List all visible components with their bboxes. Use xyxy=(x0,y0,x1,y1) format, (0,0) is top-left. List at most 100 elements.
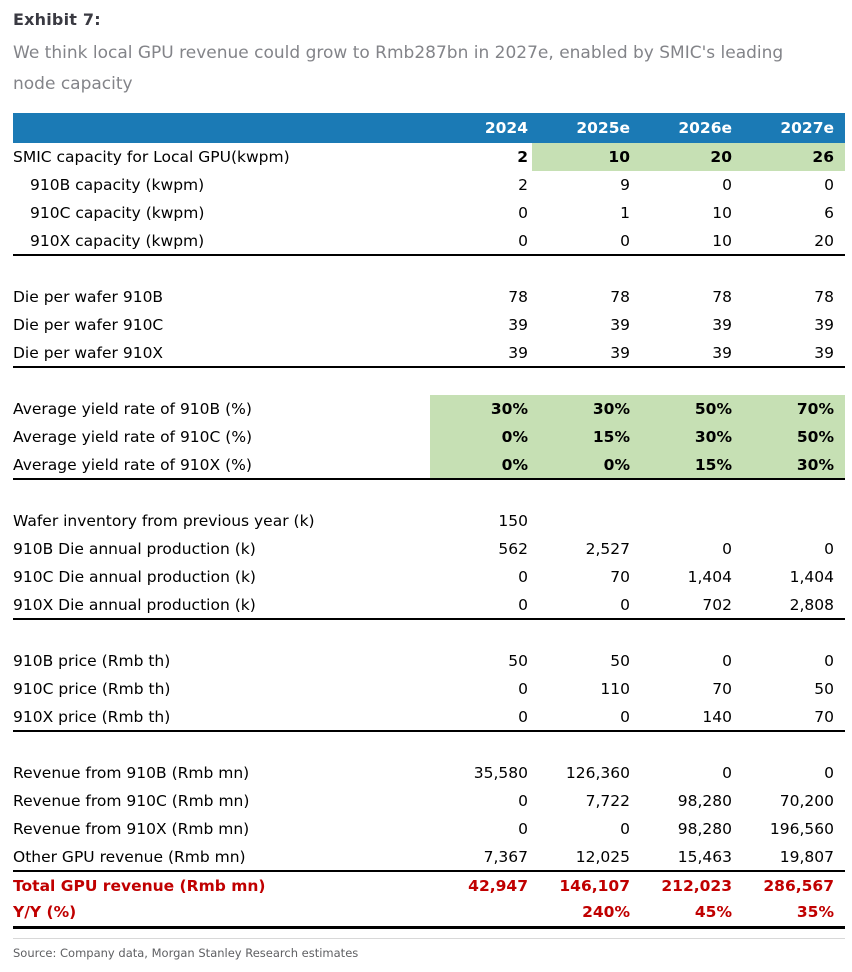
cell-2026e: 212,023 xyxy=(661,876,732,895)
cell-2024: 0 xyxy=(518,820,528,838)
row-label: 910C capacity (kwpm) xyxy=(30,204,205,222)
cell-2025e: 7,722 xyxy=(585,792,630,810)
cell-2026e: 39 xyxy=(712,316,732,334)
cell-2026e xyxy=(634,507,736,535)
cell-2026e: 39 xyxy=(634,339,736,368)
header-col-2025e: 2025e xyxy=(532,113,634,143)
cell-2026e: 20 xyxy=(634,143,736,171)
spacer-row xyxy=(13,479,845,507)
row-label: Revenue from 910B (Rmb mn) xyxy=(13,764,250,782)
spacer-cell xyxy=(13,367,845,395)
cell-2024: 7,367 xyxy=(430,843,532,872)
cell-2025e: 39 xyxy=(610,316,630,334)
row-label: 910X price (Rmb th) xyxy=(13,703,430,732)
cell-2025e: 39 xyxy=(532,339,634,368)
cell-2027e: 0 xyxy=(824,764,834,782)
cell-2024: 39 xyxy=(508,316,528,334)
table-header-row: 2024 2025e 2026e 2027e xyxy=(13,113,845,143)
cell-2027e: 30% xyxy=(736,451,845,480)
table-row: Die per wafer 910C 39 39 39 39 xyxy=(13,311,845,339)
cell-2026e: 30% xyxy=(634,423,736,451)
row-label: Total GPU revenue (Rmb mn) xyxy=(13,876,266,895)
cell-2026e: 45% xyxy=(634,899,736,929)
row-label: Die per wafer 910B xyxy=(13,288,164,306)
cell-2024: 0 xyxy=(430,227,532,256)
header-col-2026e: 2026e xyxy=(634,113,736,143)
cell-2027e: 0 xyxy=(824,540,834,558)
cell-2025e: 110 xyxy=(600,680,630,698)
cell-2026e: 702 xyxy=(634,591,736,620)
table-row: 910B price (Rmb th) 50 50 0 0 xyxy=(13,647,845,675)
cell-2026e: 0 xyxy=(722,176,732,194)
row-label: Other GPU revenue (Rmb mn) xyxy=(13,843,430,872)
cell-2025e: 15% xyxy=(532,423,634,451)
table-row: 910X Die annual production (k) 0 0 702 2,808 xyxy=(13,591,845,620)
table-row: 910X price (Rmb th) 0 0 140 70 xyxy=(13,703,845,732)
table-row: Average yield rate of 910X (%) 0% 0% 15% 30% xyxy=(13,451,845,480)
cell-2024: 0 xyxy=(430,703,532,732)
cell-2027e: 70,200 xyxy=(779,792,834,810)
cell-2025e: 70 xyxy=(610,568,630,586)
spacer-row xyxy=(13,619,845,647)
table-row: Average yield rate of 910C (%) 0% 15% 30% 50… xyxy=(13,423,845,451)
cell-2026e: 50% xyxy=(634,395,736,423)
cell-2025e: 0 xyxy=(620,820,630,838)
table-row: Wafer inventory from previous year (k) 15… xyxy=(13,507,845,535)
spacer-row xyxy=(13,255,845,283)
cell-2027e: 39 xyxy=(814,316,834,334)
cell-2026e: 140 xyxy=(634,703,736,732)
cell-2027e: 50 xyxy=(814,680,834,698)
cell-2027e: 2,808 xyxy=(736,591,845,620)
row-label: Revenue from 910X (Rmb mn) xyxy=(13,820,250,838)
cell-2024: 35,580 xyxy=(473,764,528,782)
table-row: 910B Die annual production (k) 562 2,527 0 0 xyxy=(13,535,845,563)
cell-2025e: 240% xyxy=(532,899,634,929)
cell-2026e: 0 xyxy=(722,540,732,558)
row-label: Y/Y (%) xyxy=(13,899,430,929)
cell-2025e: 50 xyxy=(610,652,630,670)
table-row: SMIC capacity for Local GPU(kwpm) 2 10 20 26 xyxy=(13,143,845,171)
cell-2027e: 1,404 xyxy=(789,568,834,586)
divider-rule xyxy=(13,937,845,939)
table-row: Revenue from 910B (Rmb mn) 35,580 126,360 0… xyxy=(13,759,845,787)
table-row: 910C capacity (kwpm) 0 1 10 6 xyxy=(13,199,845,227)
table-row: Die per wafer 910X 39 39 39 39 xyxy=(13,339,845,368)
cell-2025e: 9 xyxy=(620,176,630,194)
cell-2025e: 78 xyxy=(610,288,630,306)
cell-2027e: 6 xyxy=(824,204,834,222)
cell-2027e: 20 xyxy=(736,227,845,256)
table-row: 910C Die annual production (k) 0 70 1,404 1,… xyxy=(13,563,845,591)
cell-2024: 0% xyxy=(430,451,532,480)
cell-2026e: 98,280 xyxy=(677,820,732,838)
table-row: Y/Y (%) 240% 45% 35% xyxy=(13,899,845,929)
cell-2025e: 0% xyxy=(532,451,634,480)
cell-2027e: 196,560 xyxy=(769,820,834,838)
cell-2025e: 0 xyxy=(532,591,634,620)
cell-2027e: 50% xyxy=(736,423,845,451)
cell-2025e: 126,360 xyxy=(565,764,630,782)
cell-2024: 2 xyxy=(518,176,528,194)
cell-2025e: 0 xyxy=(532,703,634,732)
cell-2027e: 286,567 xyxy=(763,876,834,895)
cell-2025e: 30% xyxy=(532,395,634,423)
cell-2027e: 78 xyxy=(814,288,834,306)
table-row: Other GPU revenue (Rmb mn) 7,367 12,025 15,… xyxy=(13,843,845,872)
cell-2024: 0% xyxy=(430,423,532,451)
cell-2027e: 70% xyxy=(736,395,845,423)
spacer-cell xyxy=(13,619,845,647)
cell-2027e: 19,807 xyxy=(736,843,845,872)
row-label: Average yield rate of 910X (%) xyxy=(13,451,430,480)
header-col-2027e: 2027e xyxy=(736,113,845,143)
cell-2024: 0 xyxy=(518,792,528,810)
spacer-cell xyxy=(13,479,845,507)
cell-2025e: 10 xyxy=(532,143,634,171)
gpu-capacity-table: 2024 2025e 2026e 2027e SMIC capacity for… xyxy=(13,113,845,929)
row-label: 910B capacity (kwpm) xyxy=(30,176,205,194)
cell-2026e: 1,404 xyxy=(687,568,732,586)
cell-2025e xyxy=(532,507,634,535)
cell-2027e: 70 xyxy=(736,703,845,732)
cell-2024 xyxy=(430,899,532,929)
table-row: Total GPU revenue (Rmb mn) 42,947 146,107 2… xyxy=(13,871,845,899)
header-col-2024: 2024 xyxy=(430,113,532,143)
row-label: Wafer inventory from previous year (k) xyxy=(13,512,315,530)
